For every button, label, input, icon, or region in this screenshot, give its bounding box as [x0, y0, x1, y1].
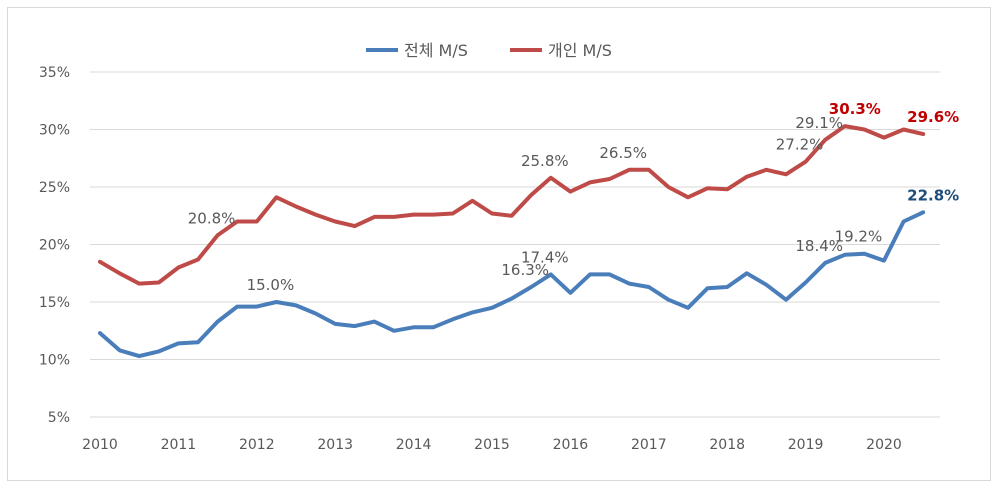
- data-label: 29.6%: [907, 108, 959, 126]
- series-line-1: [98, 124, 926, 286]
- y-tick-label: 10%: [39, 353, 70, 369]
- data-label: 18.4%: [795, 237, 843, 255]
- x-tick-label: 2015: [474, 437, 510, 453]
- x-tick-label: 2019: [788, 437, 824, 453]
- data-label: 20.8%: [188, 209, 236, 227]
- chart-frame: [7, 7, 991, 481]
- y-tick-label: 35%: [39, 65, 70, 81]
- data-label: 17.4%: [521, 248, 569, 266]
- y-tick-label: 25%: [39, 180, 70, 196]
- data-label: 25.8%: [521, 152, 569, 170]
- x-tick-label: 2012: [239, 437, 275, 453]
- x-tick-label: 2016: [553, 437, 589, 453]
- x-tick-label: 2018: [709, 437, 745, 453]
- x-tick-label: 2011: [161, 437, 197, 453]
- x-tick-label: 2020: [866, 437, 902, 453]
- data-label: 29.1%: [795, 114, 843, 132]
- legend-label-total: 전체 M/S: [404, 41, 468, 60]
- x-tick-label: 2017: [631, 437, 667, 453]
- y-tick-label: 20%: [39, 238, 70, 254]
- data-label: 30.3%: [829, 100, 881, 118]
- data-label: 22.8%: [907, 186, 959, 204]
- data-label: 15.0%: [247, 276, 295, 294]
- data-label: 19.2%: [835, 228, 883, 246]
- y-tick-label: 15%: [39, 295, 70, 311]
- data-label: 27.2%: [776, 136, 824, 154]
- y-tick-label: 30%: [39, 123, 70, 139]
- x-tick-label: 2014: [396, 437, 432, 453]
- x-tick-label: 2013: [317, 437, 353, 453]
- data-label: 16.3%: [501, 261, 549, 279]
- x-tick-label: 2010: [82, 437, 118, 453]
- y-tick-label: 5%: [48, 410, 70, 426]
- data-label: 26.5%: [599, 144, 647, 162]
- series-line-0: [98, 210, 926, 359]
- legend-label-individual: 개인 M/S: [548, 41, 612, 60]
- legend: 전체 M/S 개인 M/S: [366, 41, 612, 60]
